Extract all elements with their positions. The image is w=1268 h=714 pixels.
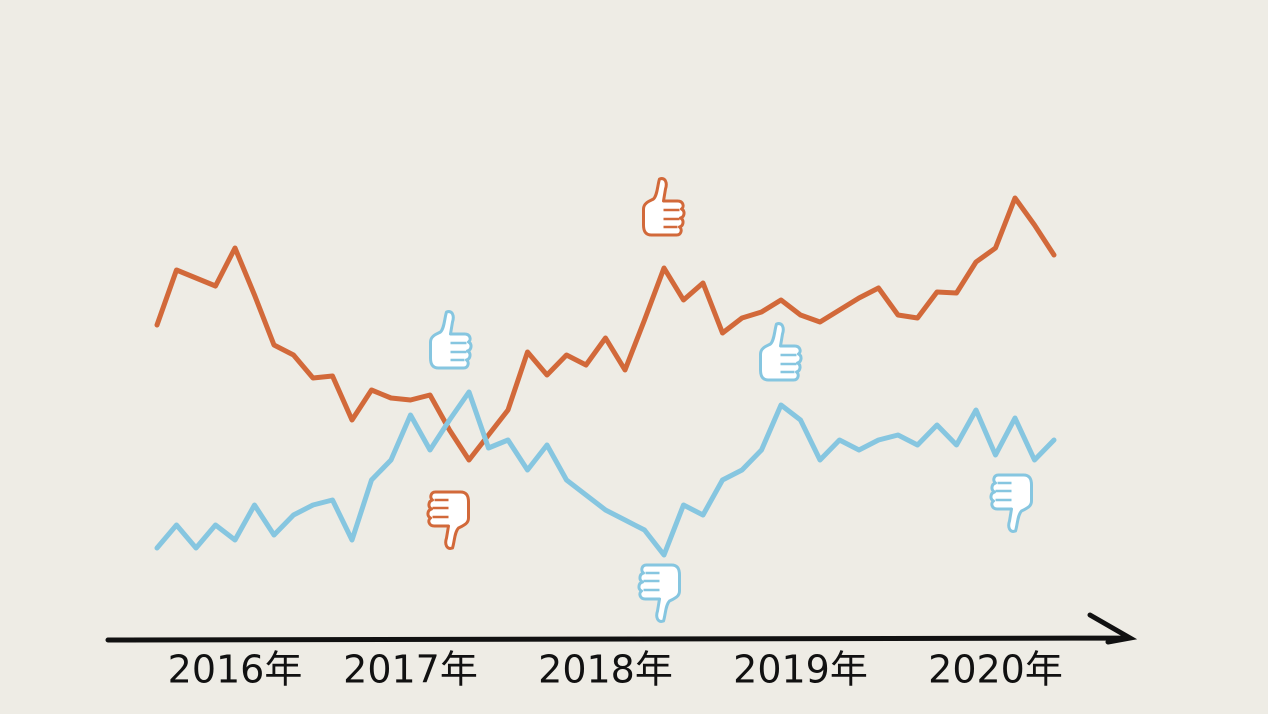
x-tick-label: 2017年 bbox=[343, 648, 478, 692]
x-axis bbox=[105, 612, 1138, 645]
x-tick-label: 2018年 bbox=[538, 648, 673, 692]
x-tick-label: 2016年 bbox=[168, 648, 303, 692]
decorations bbox=[105, 176, 1138, 645]
data-line bbox=[154, 389, 1057, 558]
data-line bbox=[154, 195, 1057, 463]
x-tick-label: 2020年 bbox=[928, 648, 1063, 692]
x-tick-label: 2019年 bbox=[733, 648, 868, 692]
